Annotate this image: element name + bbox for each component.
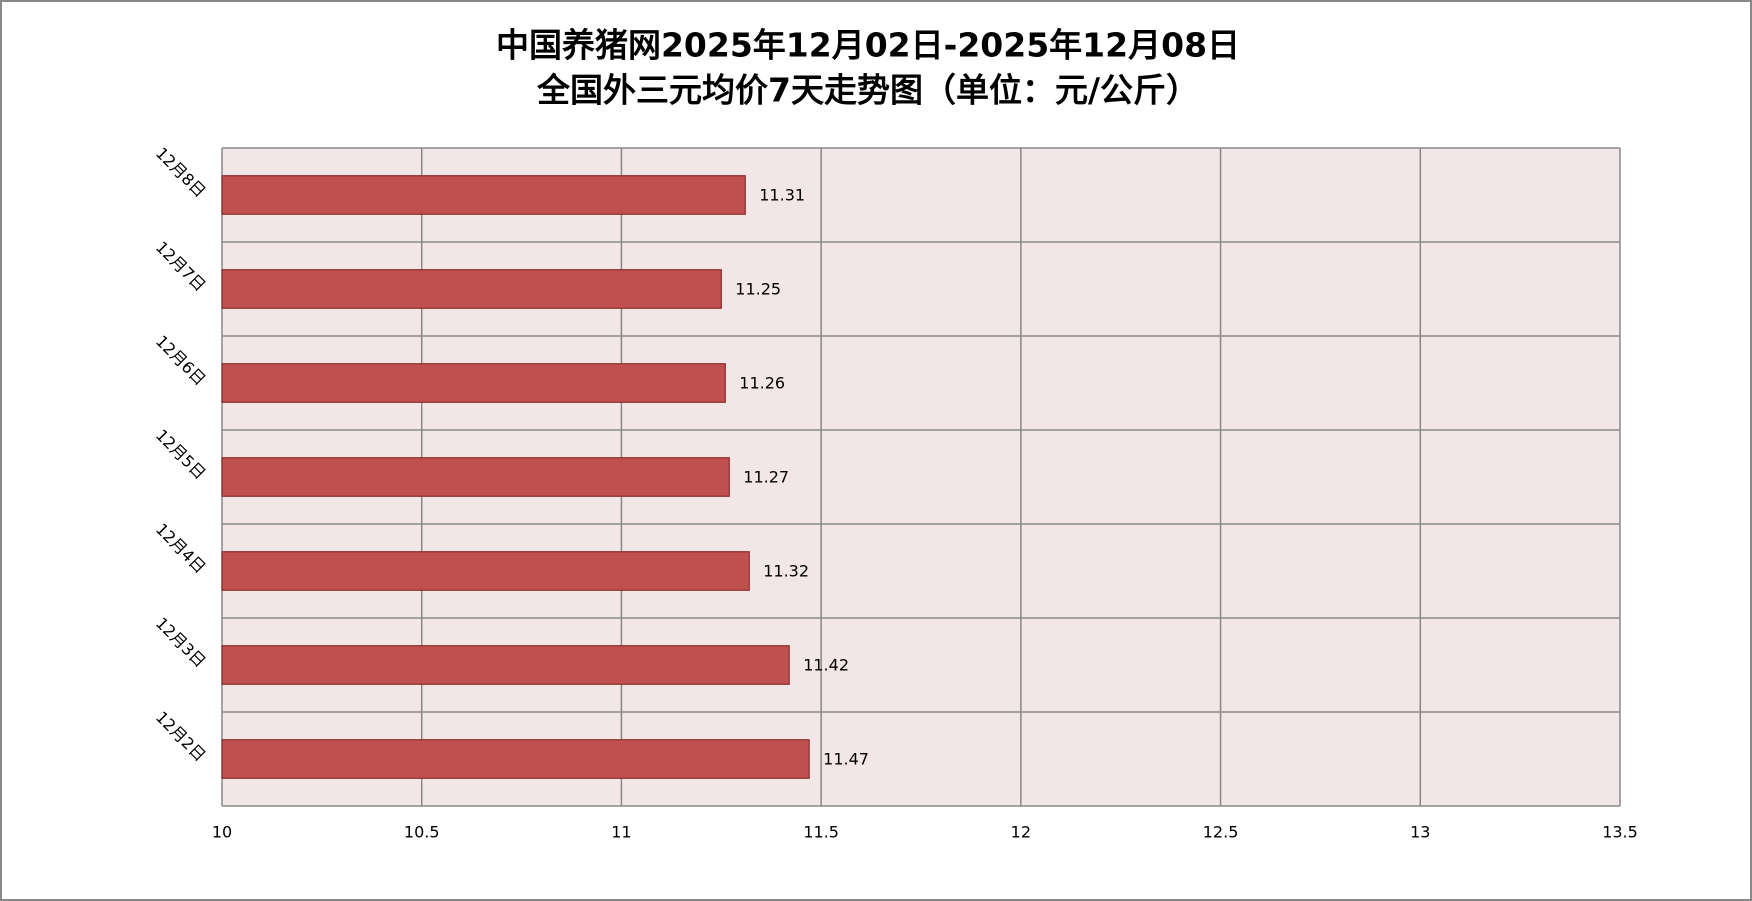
bar <box>221 269 722 309</box>
bar <box>221 551 750 591</box>
chart-title: 中国养猪网2025年12月02日-2025年12月08日 <box>496 26 1240 65</box>
data-label: 11.42 <box>803 656 849 675</box>
data-label: 11.27 <box>743 468 789 487</box>
data-label: 11.47 <box>823 750 869 769</box>
bar <box>221 175 746 215</box>
bar <box>221 457 730 497</box>
x-tick-label: 13 <box>1410 823 1430 842</box>
x-tick-label: 12 <box>1011 823 1031 842</box>
x-tick-label: 10 <box>212 823 232 842</box>
chart-subtitle: 全国外三元均价7天走势图（单位：元/公斤） <box>536 71 1199 110</box>
x-tick-label: 11.5 <box>803 823 839 842</box>
data-label: 11.31 <box>759 186 805 205</box>
x-tick-label: 11 <box>611 823 631 842</box>
bar <box>221 645 790 685</box>
bar <box>221 363 726 403</box>
x-tick-label: 12.5 <box>1203 823 1239 842</box>
data-label: 11.26 <box>739 374 785 393</box>
x-tick-label: 13.5 <box>1602 823 1638 842</box>
bar <box>221 739 810 779</box>
x-tick-label: 10.5 <box>404 823 440 842</box>
data-label: 11.25 <box>735 280 781 299</box>
data-label: 11.32 <box>763 562 809 581</box>
